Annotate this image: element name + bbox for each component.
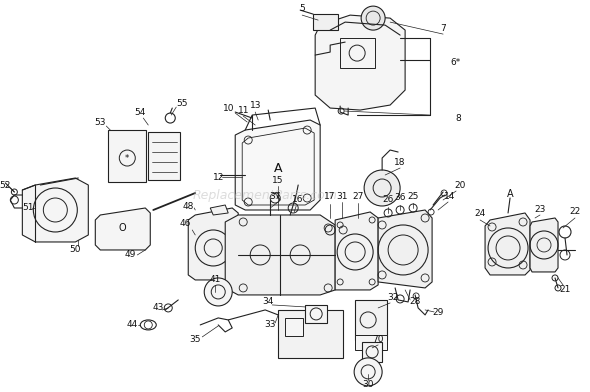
Text: ReplacementParts.com: ReplacementParts.com [193,189,337,201]
Bar [278,310,343,358]
Text: O: O [119,223,126,233]
Bar [285,318,303,336]
Text: 16: 16 [293,196,304,205]
Text: 43: 43 [153,303,164,312]
Text: 20: 20 [454,180,466,189]
Text: 25: 25 [408,192,419,200]
Polygon shape [530,218,558,272]
Text: 34: 34 [263,298,274,307]
Text: A: A [274,162,283,174]
Text: 33: 33 [264,320,276,329]
Text: 26: 26 [382,196,394,205]
Text: 11: 11 [237,105,249,114]
Text: 32: 32 [388,294,399,303]
Bar [362,342,382,362]
Text: 14: 14 [444,192,455,200]
Text: 12: 12 [212,172,224,181]
Text: 22: 22 [569,207,581,216]
Polygon shape [22,178,88,242]
Text: 27: 27 [352,192,364,200]
Text: 49: 49 [124,250,136,260]
Text: 23: 23 [535,205,546,214]
Text: 37: 37 [270,192,281,201]
Text: 29: 29 [432,309,444,318]
Polygon shape [225,215,335,295]
Polygon shape [210,205,228,215]
Text: 13: 13 [250,101,261,109]
Bar [355,300,387,340]
Text: 15: 15 [273,176,284,185]
Text: 8: 8 [455,114,461,123]
Text: 70: 70 [372,336,384,345]
Polygon shape [315,15,405,110]
Bar [313,14,338,30]
Text: 53: 53 [94,118,106,127]
Text: 51: 51 [22,203,34,212]
Text: 36: 36 [394,194,406,203]
Text: *: * [125,154,129,163]
Text: 48: 48 [182,203,194,212]
Polygon shape [378,210,432,288]
Text: 28: 28 [409,298,421,307]
Polygon shape [335,212,378,290]
Text: 55: 55 [176,98,188,107]
Bar [148,132,181,180]
Text: A: A [507,189,513,199]
Text: 6*: 6* [450,58,460,67]
Text: 31: 31 [336,192,348,200]
Bar [340,38,375,68]
Polygon shape [188,208,238,280]
Text: 21: 21 [559,285,571,294]
Text: 44: 44 [127,320,138,329]
Text: 7: 7 [440,24,446,33]
Bar [305,305,327,323]
Text: 35: 35 [189,336,201,345]
Polygon shape [235,120,320,210]
Text: 46: 46 [179,220,191,229]
Bar [109,130,146,182]
Text: 54: 54 [135,107,146,116]
Polygon shape [96,208,150,250]
Circle shape [364,170,400,206]
Circle shape [354,358,382,386]
Text: 30: 30 [362,380,374,389]
Text: 10: 10 [222,103,234,113]
Text: 52: 52 [0,180,11,189]
Polygon shape [485,213,530,275]
Circle shape [361,6,385,30]
Text: 50: 50 [70,245,81,254]
Text: 17: 17 [324,192,336,201]
Text: 24: 24 [474,209,486,218]
Text: 41: 41 [209,276,221,285]
Bar [355,335,387,350]
Text: 5: 5 [299,4,305,13]
Circle shape [204,278,232,306]
Text: 18: 18 [394,158,406,167]
